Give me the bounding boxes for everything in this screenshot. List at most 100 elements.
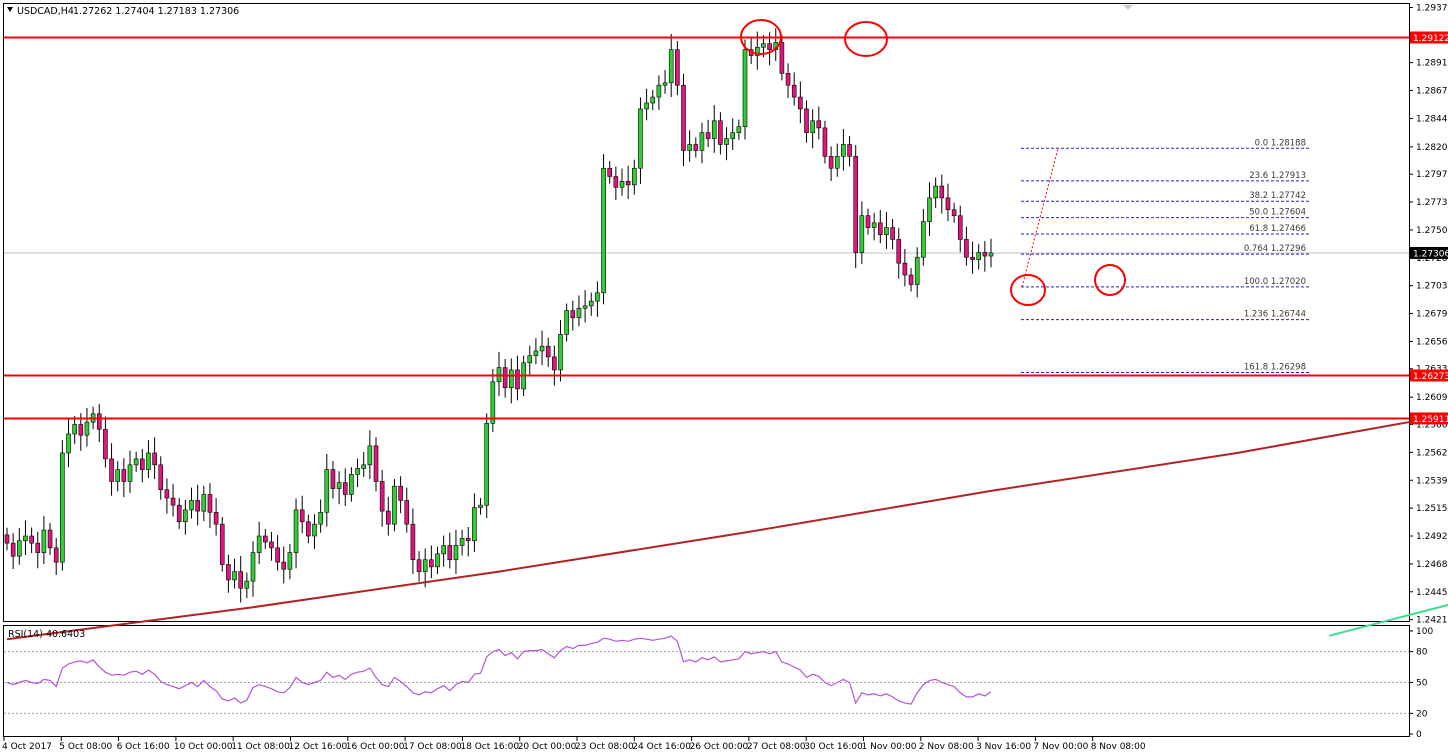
candle-body — [318, 511, 323, 525]
time-tick-label: 20 Oct 00:00 — [518, 742, 577, 752]
candle-body — [435, 553, 440, 568]
time-tick-label: 11 Oct 08:00 — [231, 742, 290, 752]
candle-body — [336, 482, 342, 489]
candle-body — [195, 500, 200, 512]
price-tick-label: 1.24215 — [1416, 616, 1448, 626]
candle-body — [638, 108, 643, 169]
time-axis: 4 Oct 2017 5 Oct 08:00 6 Oct 16:00 10 Oct 0… — [2, 737, 1146, 752]
moving-average-red — [6, 413, 1448, 641]
candle-body — [662, 82, 668, 86]
candle-body — [189, 500, 194, 511]
candle-body — [103, 428, 108, 460]
candle-body — [988, 252, 994, 257]
candle-body — [342, 482, 348, 495]
candle-body — [293, 509, 299, 553]
time-tick-label: 17 Oct 08:00 — [403, 742, 462, 752]
price-tick-label: 1.25860 — [1416, 420, 1448, 430]
candle-body — [896, 239, 902, 264]
price-tick-label: 1.26090 — [1416, 393, 1448, 403]
candle-body — [687, 144, 692, 151]
time-tick-label: 30 Oct 16:00 — [804, 742, 863, 752]
rsi-tick-label: 20 — [1416, 709, 1428, 719]
candle-body — [416, 559, 422, 572]
candle-body — [545, 345, 551, 358]
candle-body — [133, 458, 139, 466]
price-tick-label: 1.27970 — [1416, 170, 1448, 180]
rsi-axis: 100 80 50 20 0 — [1409, 627, 1433, 740]
candle-body — [158, 464, 164, 491]
horizontal-levels — [4, 36, 1409, 420]
price-level-box — [1410, 246, 1448, 259]
candlesticks — [4, 28, 994, 603]
candle-body — [379, 481, 385, 512]
candle-body — [244, 580, 250, 589]
candle-body — [711, 120, 717, 139]
candle-body — [914, 256, 920, 285]
annotation-circle — [1010, 274, 1046, 306]
price-tick-label: 1.27735 — [1416, 198, 1448, 208]
annotation-circle — [844, 21, 888, 57]
fibonacci-levels: 0.0 1.28188 23.6 1.27913 38.2 1.27742 50.0 … — [1021, 138, 1309, 374]
candle-body — [96, 413, 102, 430]
candle-body — [287, 552, 293, 570]
candle-body — [183, 509, 188, 523]
candle-body — [515, 369, 520, 390]
price-level-box — [1410, 31, 1448, 44]
price-tick-label: 1.26560 — [1416, 337, 1448, 347]
price-tick-label: 1.24450 — [1416, 588, 1448, 598]
candle-body — [742, 49, 748, 128]
shift-marker-icon[interactable] — [1123, 5, 1133, 10]
price-tick-label: 1.29375 — [1416, 3, 1448, 13]
rsi-tick-label: 50 — [1416, 679, 1428, 689]
time-tick-label: 10 Oct 00:00 — [174, 742, 233, 752]
candle-body — [877, 222, 883, 235]
time-tick-label: 3 Nov 16:00 — [976, 742, 1031, 752]
candle-body — [367, 445, 373, 466]
candle-body — [785, 73, 791, 86]
candle-body — [890, 227, 895, 240]
rsi-label: RSI(14) 40.6403 — [8, 629, 85, 640]
rsi-tick-label: 80 — [1416, 648, 1428, 658]
candle-body — [115, 469, 120, 482]
candle-body — [804, 108, 809, 133]
candle-body — [693, 144, 699, 151]
fib-level-label: 100.0 1.27020 — [1244, 277, 1306, 287]
time-tick-label: 1 Nov 00:00 — [862, 742, 917, 752]
candle-body — [754, 46, 760, 56]
candle-body — [41, 529, 47, 553]
candle-body — [828, 156, 834, 169]
annotation-circle — [1094, 264, 1126, 296]
candle-body — [625, 180, 631, 186]
candle-body — [465, 538, 471, 542]
candle-body — [779, 42, 785, 74]
candle-body — [219, 523, 225, 565]
candle-body — [631, 167, 637, 186]
time-tick-label: 27 Oct 08:00 — [747, 742, 806, 752]
candle-body — [539, 345, 545, 352]
candle-body — [902, 262, 908, 276]
candle-body — [791, 84, 797, 98]
time-tick-label: 26 Oct 00:00 — [690, 742, 749, 752]
price-tick-label: 1.28910 — [1416, 59, 1448, 69]
candle-body — [939, 185, 945, 199]
candle-body — [853, 156, 859, 253]
candle-body — [798, 96, 803, 110]
candle-body — [564, 310, 569, 335]
candle-body — [527, 355, 533, 364]
time-tick-label: 4 Oct 2017 — [2, 742, 52, 752]
rsi-tick-label: 100 — [1416, 627, 1433, 637]
candle-body — [404, 500, 410, 525]
candle-body — [373, 445, 379, 482]
candle-body — [238, 571, 243, 589]
candle-body — [558, 334, 563, 371]
candle-body — [644, 102, 649, 110]
candle-body — [269, 541, 274, 549]
candle-body — [84, 421, 90, 436]
candle-body — [60, 452, 65, 563]
candle-body — [884, 227, 889, 235]
candle-body — [478, 504, 483, 508]
candle-body — [736, 126, 742, 133]
price-tick-label: 1.28440 — [1416, 114, 1448, 124]
candle-body — [299, 509, 305, 523]
fib-level-label: 0.0 1.28188 — [1255, 138, 1306, 148]
